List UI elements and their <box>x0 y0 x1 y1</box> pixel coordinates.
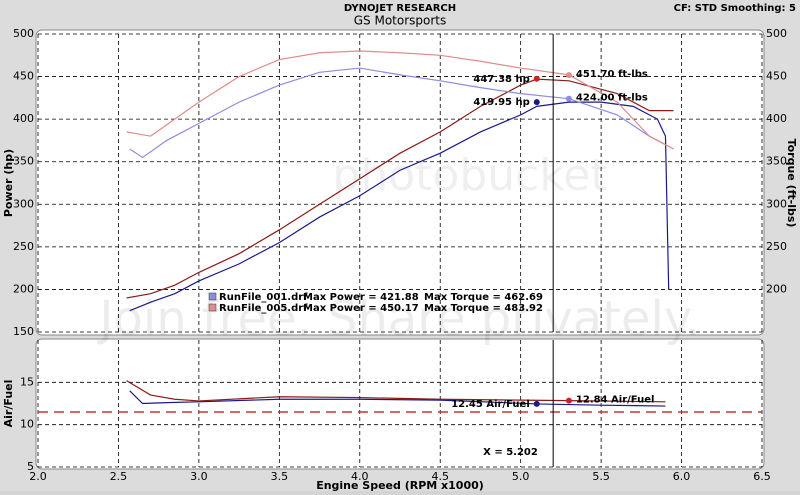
marker <box>533 75 540 82</box>
settings: CF: STD Smoothing: 5 <box>674 3 796 14</box>
marker-label: 419.95 hp <box>473 97 529 108</box>
y2-tick-label: 400 <box>766 112 787 125</box>
y2-tick-label: 300 <box>766 197 787 210</box>
y-tick-label: 300 <box>13 197 34 210</box>
line-series <box>129 67 666 159</box>
y2-axis-title: Torque (ft-lbs) <box>785 139 798 228</box>
line-series <box>126 380 666 403</box>
y2-tick-label: 500 <box>766 27 787 40</box>
y-tick-label: 400 <box>13 112 34 125</box>
marker <box>533 400 540 407</box>
top-panel <box>35 29 765 336</box>
line-series <box>126 50 674 150</box>
marker-label: 12.84 Air/Fuel <box>576 395 655 406</box>
x-tick-label: 5.0 <box>512 470 530 483</box>
marker <box>565 95 572 102</box>
marker-label: 447.38 hp <box>473 74 529 85</box>
y-tick-label: 200 <box>13 282 34 295</box>
marker-label: 424.00 ft-lbs <box>576 93 648 104</box>
y-tick-label: 10 <box>20 418 34 431</box>
legend-swatch <box>208 292 217 301</box>
y-tick-label: 350 <box>13 155 34 168</box>
x-tick-label: 6.0 <box>673 470 691 483</box>
x-tick-label: 4.0 <box>351 470 369 483</box>
legend-file: RunFile_001.drf <box>219 292 308 303</box>
y2-tick-label: 200 <box>766 282 787 295</box>
legend-power: Max Power = 450.17 <box>303 303 419 314</box>
y2-tick-label: 350 <box>766 155 787 168</box>
cursor-label: X = 5.202 <box>483 447 538 458</box>
marker <box>533 99 540 106</box>
y-tick-label: 5 <box>27 460 34 473</box>
line-series <box>129 390 666 407</box>
y-axis-title: Power (hp) <box>2 149 15 217</box>
x-tick-label: 3.5 <box>271 470 289 483</box>
x-tick-label: 4.5 <box>431 470 449 483</box>
y-axis-title: Air/Fuel <box>2 380 15 428</box>
bottom-panel <box>35 338 765 470</box>
legend-torque: Max Torque = 462.69 <box>424 292 543 303</box>
y-tick-label: 500 <box>13 27 34 40</box>
marker <box>565 72 572 79</box>
y-tick-label: 250 <box>13 240 34 253</box>
x-tick-label: 2.5 <box>110 470 128 483</box>
y-tick-label: 150 <box>13 325 34 338</box>
legend-power: Max Power = 421.88 <box>303 292 419 303</box>
watermark: photobucket <box>332 150 607 201</box>
legend-file: RunFile_005.drf <box>219 303 308 314</box>
legend-swatch <box>208 303 217 312</box>
marker-label: 12.45 Air/Fuel <box>451 399 530 410</box>
y2-tick-label: 450 <box>766 70 787 83</box>
x-tick-label: 6.5 <box>753 470 771 483</box>
x-tick-label: 2.0 <box>29 470 47 483</box>
x-tick-label: 3.0 <box>190 470 208 483</box>
shop: GS Motorsports <box>354 14 447 28</box>
y-tick-label: 450 <box>13 70 34 83</box>
watermark: Join free. Share privately. <box>96 291 700 347</box>
line-series <box>129 101 670 312</box>
marker <box>565 397 572 404</box>
company: DYNOJET RESEARCH <box>344 3 456 14</box>
marker-label: 451.70 ft-lbs <box>576 69 648 80</box>
x-axis-title: Engine Speed (RPM x1000) <box>316 479 484 491</box>
y2-tick-label: 250 <box>766 240 787 253</box>
legend-torque: Max Torque = 483.92 <box>424 303 543 314</box>
x-tick-label: 5.5 <box>592 470 610 483</box>
line-series <box>126 78 674 299</box>
y-tick-label: 15 <box>20 375 34 388</box>
